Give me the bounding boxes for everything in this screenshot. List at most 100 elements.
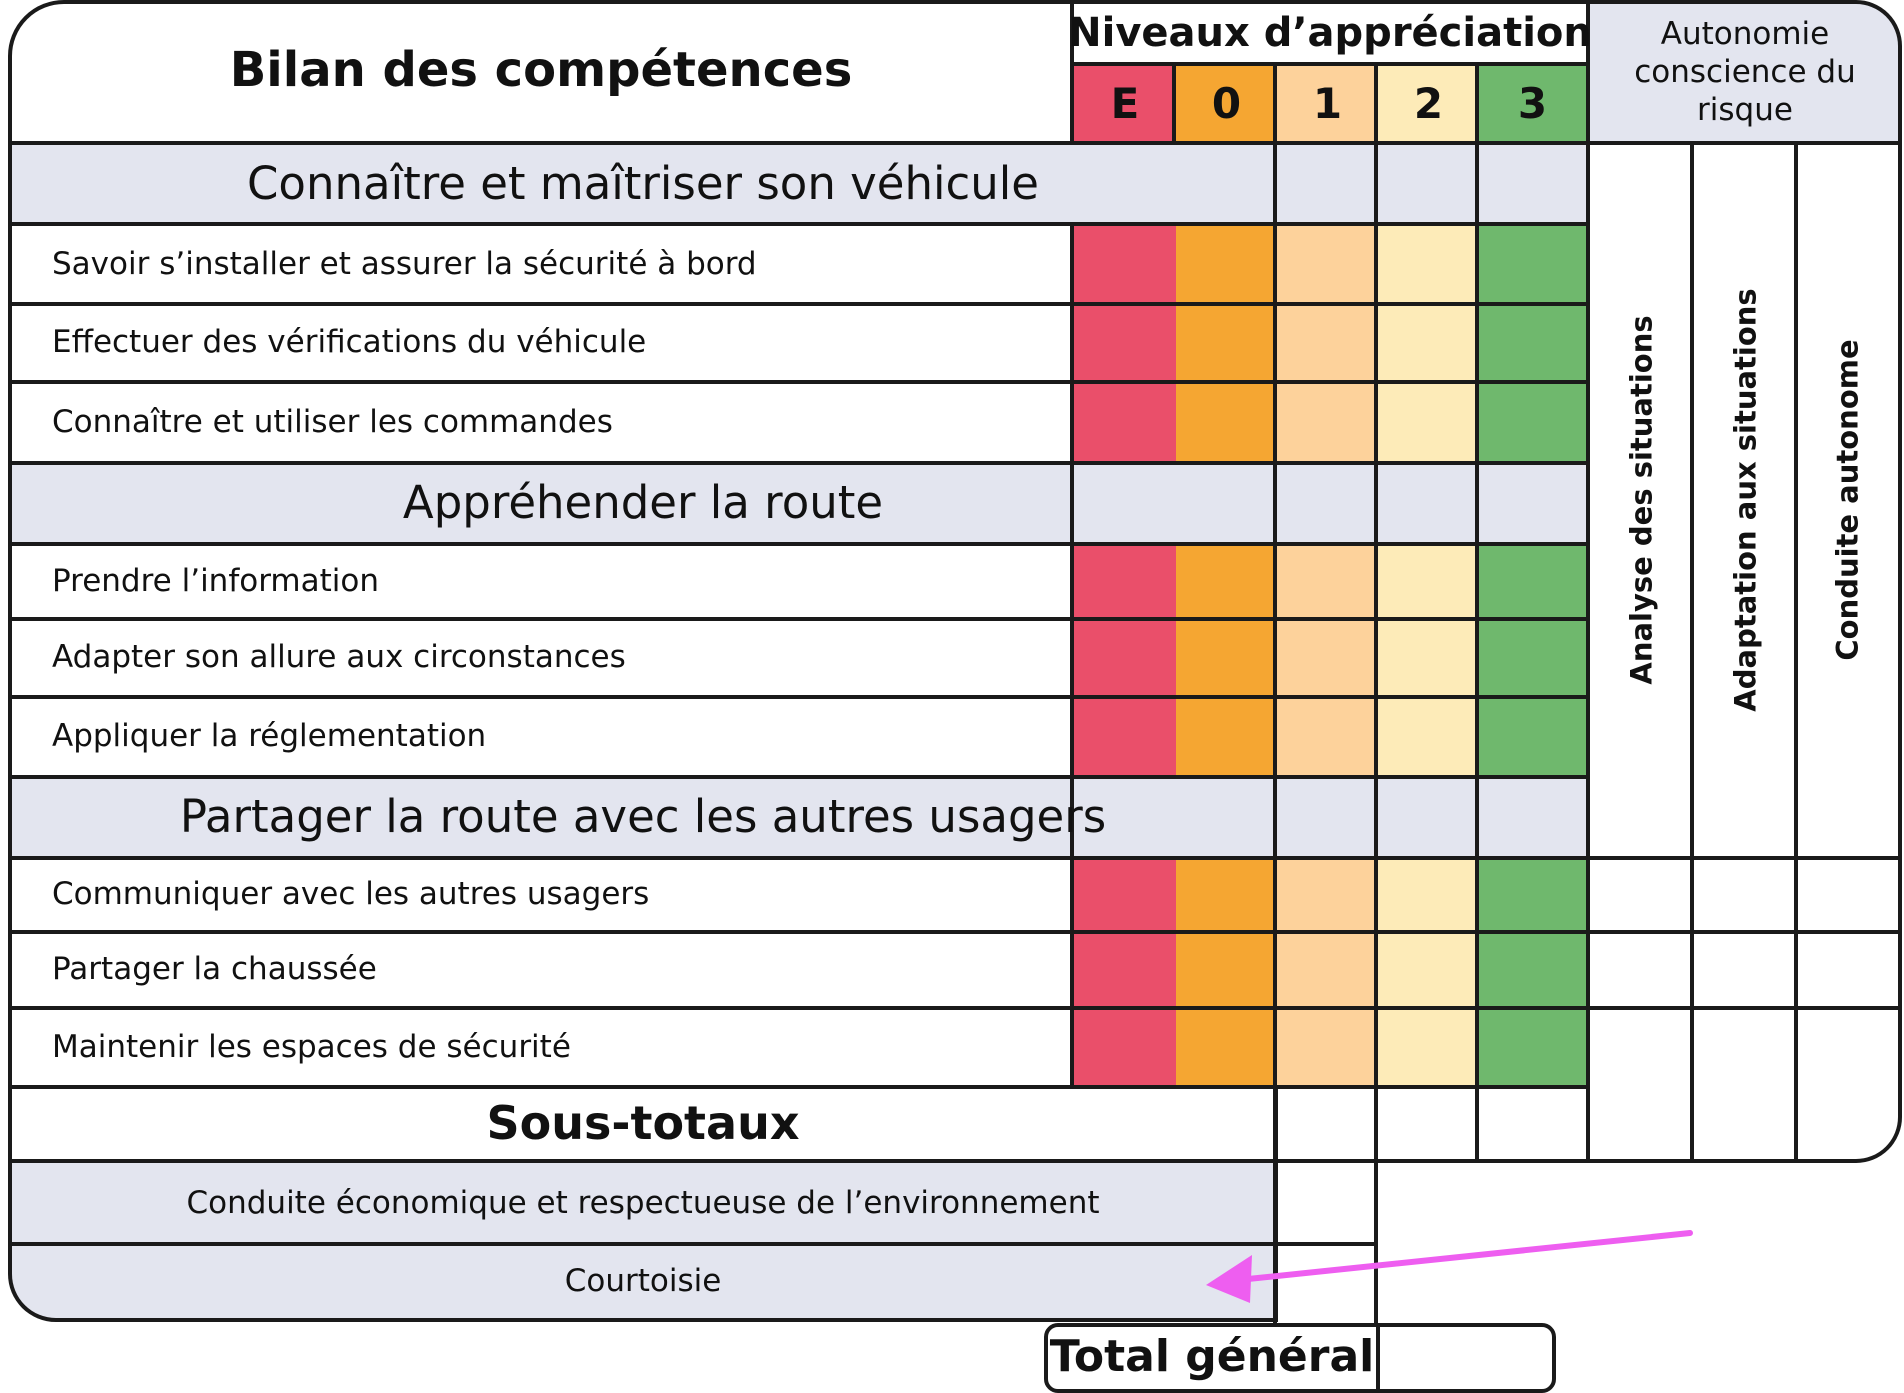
grid-line xyxy=(12,930,1586,934)
level-cell[interactable] xyxy=(1479,225,1586,302)
level-cell[interactable] xyxy=(1176,858,1277,930)
grid-line xyxy=(1274,1242,1378,1246)
level-cell[interactable] xyxy=(1277,304,1378,380)
autonomy-header: Autonomie conscience du risque xyxy=(1634,16,1856,128)
section-title-vehicule: Connaître et maîtriser son véhicule xyxy=(247,157,1039,210)
grid-line xyxy=(12,617,1586,621)
level-cell[interactable] xyxy=(1176,932,1277,1006)
level-cell[interactable] xyxy=(1378,382,1479,461)
row-label: Appliquer la réglementation xyxy=(52,718,487,754)
level-cell[interactable] xyxy=(1479,858,1586,930)
level-cell[interactable] xyxy=(1479,619,1586,695)
bonus-row-eco: Conduite économique et respectueuse de l… xyxy=(186,1184,1100,1221)
level-cell[interactable] xyxy=(1378,1008,1479,1085)
bonus-frame xyxy=(8,1159,1278,1322)
level-cell[interactable] xyxy=(1074,697,1176,775)
row-label: Connaître et utiliser les commandes xyxy=(52,403,613,440)
grid-line xyxy=(1070,0,1074,145)
level-cell[interactable] xyxy=(1277,1008,1378,1085)
level-cell[interactable] xyxy=(1378,932,1479,1006)
bonus-bg-2 xyxy=(12,1244,1274,1318)
level-cell[interactable] xyxy=(1378,697,1479,775)
section-title-partager: Partager la route avec les autres usager… xyxy=(179,790,1107,843)
page-title: Bilan des compétences xyxy=(229,42,853,98)
level-cell[interactable] xyxy=(1176,225,1277,302)
level-cell[interactable] xyxy=(1176,544,1277,617)
grid-line xyxy=(1586,1006,1898,1010)
level-cell[interactable] xyxy=(1176,619,1277,695)
grid-line xyxy=(12,222,1586,226)
grid-line xyxy=(1586,141,1898,145)
level-cell[interactable] xyxy=(1176,382,1277,461)
level-cell[interactable] xyxy=(1176,304,1277,380)
row-label: Adapter son allure aux circonstances xyxy=(52,639,626,675)
grid-line xyxy=(12,461,1586,465)
level-cell[interactable] xyxy=(1479,544,1586,617)
grid-line xyxy=(1475,66,1479,1159)
section-bg-1 xyxy=(12,145,1586,222)
row-label: Partager la chaussée xyxy=(52,951,377,987)
grid-line xyxy=(1586,930,1898,934)
subtotals-label: Sous-totaux xyxy=(486,1096,800,1150)
level-header-0: 0 xyxy=(1176,66,1277,141)
level-cell[interactable] xyxy=(1277,382,1378,461)
level-cell[interactable] xyxy=(1479,304,1586,380)
level-cell[interactable] xyxy=(1277,225,1378,302)
level-cell[interactable] xyxy=(1176,697,1277,775)
level-cell[interactable] xyxy=(1277,932,1378,1006)
grid-line xyxy=(12,141,1586,145)
level-cell[interactable] xyxy=(1176,1008,1277,1085)
level-cell[interactable] xyxy=(1479,382,1586,461)
level-cell[interactable] xyxy=(1074,858,1176,930)
grid-line xyxy=(1690,141,1694,1159)
level-cell[interactable] xyxy=(1378,619,1479,695)
grid-line xyxy=(12,1085,1586,1089)
levels-header: Niveaux d’appréciation xyxy=(1068,10,1592,56)
row-label: Maintenir les espaces de sécurité xyxy=(52,1028,571,1065)
level-cell[interactable] xyxy=(1074,932,1176,1006)
level-cell[interactable] xyxy=(1378,544,1479,617)
level-header-2: 2 xyxy=(1378,66,1479,141)
total-label: Total général xyxy=(1049,1330,1375,1382)
grid-line xyxy=(12,380,1586,384)
bonus-bg-1 xyxy=(12,1163,1274,1242)
grid-line xyxy=(1586,856,1898,860)
section-bg-2 xyxy=(12,463,1586,542)
grid-line xyxy=(12,856,1586,860)
grid-line xyxy=(12,695,1586,699)
level-cell[interactable] xyxy=(1378,858,1479,930)
grid-line xyxy=(1273,66,1277,1323)
level-cell[interactable] xyxy=(1074,544,1176,617)
arrow-head xyxy=(1206,1255,1252,1303)
grid-line xyxy=(12,1242,1278,1246)
level-cell[interactable] xyxy=(1479,697,1586,775)
level-cell[interactable] xyxy=(1277,858,1378,930)
level-header-3: 3 xyxy=(1479,66,1586,141)
row-label: Savoir s’installer et assurer la sécurit… xyxy=(52,245,757,282)
grid-line xyxy=(1070,225,1074,1085)
level-cell[interactable] xyxy=(1479,932,1586,1006)
grid-line xyxy=(12,1006,1586,1010)
section-title-route: Appréhender la route xyxy=(402,476,884,529)
level-cell[interactable] xyxy=(1378,225,1479,302)
level-cell[interactable] xyxy=(1479,1008,1586,1085)
grid-line xyxy=(1374,1159,1378,1323)
level-cell[interactable] xyxy=(1378,304,1479,380)
level-cell[interactable] xyxy=(1277,544,1378,617)
level-cell[interactable] xyxy=(1074,382,1176,461)
level-cell[interactable] xyxy=(1074,619,1176,695)
level-cell[interactable] xyxy=(1074,225,1176,302)
level-cell[interactable] xyxy=(1277,697,1378,775)
grid-line xyxy=(12,775,1586,779)
grid-line xyxy=(1070,62,1588,66)
level-cell[interactable] xyxy=(1074,304,1176,380)
grid-line xyxy=(1172,66,1176,145)
level-cell[interactable] xyxy=(1277,619,1378,695)
autonomy-col-autonome: Conduite autonome xyxy=(1831,339,1865,661)
level-cell[interactable] xyxy=(1074,1008,1176,1085)
row-label: Communiquer avec les autres usagers xyxy=(52,876,650,912)
level-header-1: 1 xyxy=(1277,66,1378,141)
row-label: Prendre l’information xyxy=(52,562,379,599)
section-bg-3 xyxy=(12,777,1586,856)
